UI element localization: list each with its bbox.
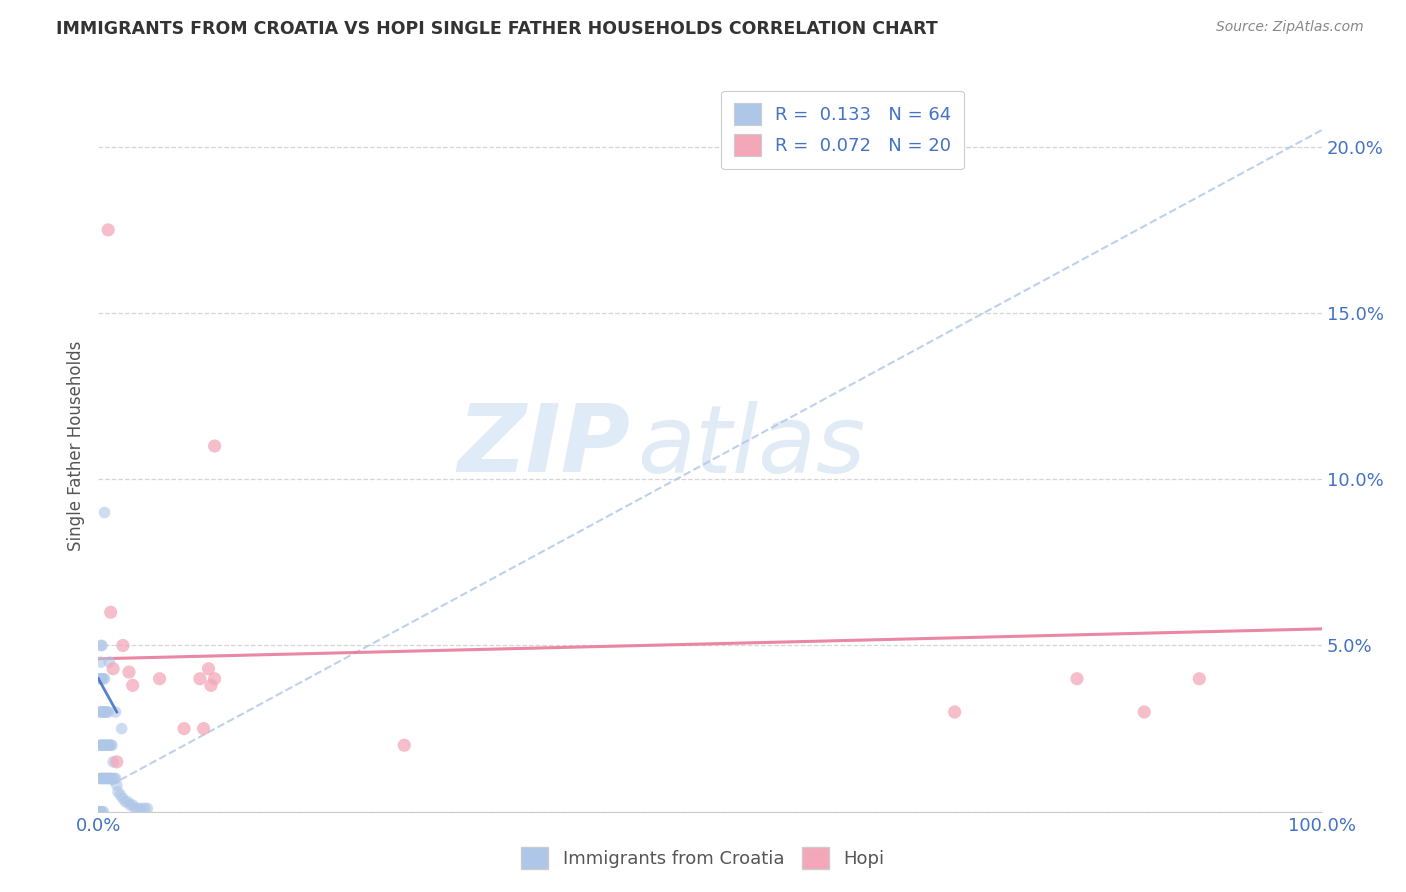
Point	[204, 439, 226, 453]
Point	[91, 639, 114, 653]
Point	[91, 805, 114, 819]
Point	[91, 738, 114, 752]
Point	[120, 798, 142, 813]
Text: IMMIGRANTS FROM CROATIA VS HOPI SINGLE FATHER HOUSEHOLDS CORRELATION CHART: IMMIGRANTS FROM CROATIA VS HOPI SINGLE F…	[56, 20, 938, 37]
Point	[188, 672, 211, 686]
Point	[89, 738, 111, 752]
Point	[100, 772, 122, 786]
Point	[100, 605, 122, 619]
Point	[93, 506, 115, 520]
Point	[121, 678, 143, 692]
Point	[134, 801, 156, 815]
Point	[97, 223, 120, 237]
Point	[200, 678, 222, 692]
Point	[91, 672, 114, 686]
Point	[89, 705, 111, 719]
Point	[111, 639, 134, 653]
Point	[117, 795, 139, 809]
Point	[104, 705, 127, 719]
Point	[136, 801, 159, 815]
Point	[392, 738, 416, 752]
Point	[105, 778, 128, 792]
Point	[93, 672, 115, 686]
Point	[89, 772, 111, 786]
Point	[97, 772, 120, 786]
Text: Source: ZipAtlas.com: Source: ZipAtlas.com	[1216, 20, 1364, 34]
Point	[94, 738, 117, 752]
Point	[105, 755, 128, 769]
Point	[93, 705, 115, 719]
Point	[91, 738, 114, 752]
Point	[98, 738, 121, 752]
Legend: R =  0.133   N = 64, R =  0.072   N = 20: R = 0.133 N = 64, R = 0.072 N = 20	[721, 91, 965, 169]
Point	[96, 705, 118, 719]
Point	[97, 705, 120, 719]
Point	[101, 772, 124, 786]
Point	[204, 672, 226, 686]
Point	[90, 705, 112, 719]
Point	[101, 755, 124, 769]
Text: atlas: atlas	[637, 401, 865, 491]
Point	[1188, 672, 1211, 686]
Point	[98, 655, 121, 669]
Point	[193, 722, 215, 736]
Point	[89, 805, 111, 819]
Point	[90, 672, 112, 686]
Point	[90, 738, 112, 752]
Point	[103, 772, 125, 786]
Point	[127, 801, 149, 815]
Point	[96, 772, 118, 786]
Point	[1066, 672, 1088, 686]
Point	[93, 772, 115, 786]
Point	[173, 722, 195, 736]
Point	[97, 738, 120, 752]
Point	[91, 672, 114, 686]
Point	[93, 738, 115, 752]
Point	[129, 801, 152, 815]
Point	[91, 705, 114, 719]
Point	[101, 738, 124, 752]
Point	[90, 639, 112, 653]
Y-axis label: Single Father Households: Single Father Households	[66, 341, 84, 551]
Point	[90, 655, 112, 669]
Point	[91, 772, 114, 786]
Point	[96, 738, 118, 752]
Point	[124, 801, 146, 815]
Point	[89, 805, 111, 819]
Point	[90, 805, 112, 819]
Point	[110, 788, 132, 802]
Point	[111, 791, 134, 805]
Point	[114, 795, 136, 809]
Point	[98, 772, 121, 786]
Point	[111, 722, 134, 736]
Point	[149, 672, 172, 686]
Point	[1133, 705, 1156, 719]
Point	[943, 705, 966, 719]
Point	[89, 805, 111, 819]
Point	[94, 705, 117, 719]
Point	[121, 798, 143, 813]
Point	[90, 772, 112, 786]
Point	[197, 662, 219, 676]
Point	[118, 665, 141, 679]
Point	[89, 672, 111, 686]
Point	[91, 772, 114, 786]
Point	[91, 705, 114, 719]
Point	[107, 785, 129, 799]
Point	[100, 738, 122, 752]
Point	[101, 662, 124, 676]
Text: ZIP: ZIP	[457, 400, 630, 492]
Point	[91, 805, 114, 819]
Point	[94, 772, 117, 786]
Point	[104, 772, 127, 786]
Legend: Immigrants from Croatia, Hopi: Immigrants from Croatia, Hopi	[515, 839, 891, 876]
